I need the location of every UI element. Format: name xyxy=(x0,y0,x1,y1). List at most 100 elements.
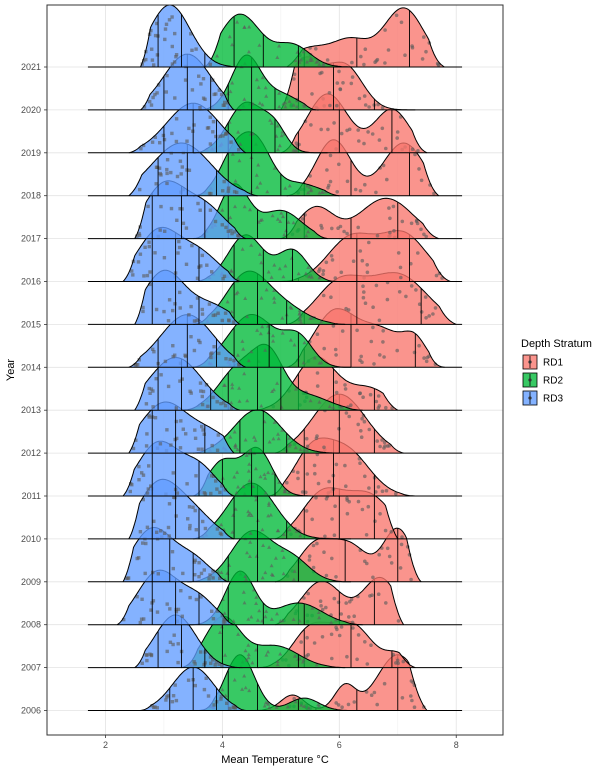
data-point xyxy=(174,607,178,612)
data-point xyxy=(384,601,388,605)
data-point xyxy=(221,134,225,138)
data-point xyxy=(282,487,287,492)
data-point xyxy=(201,519,205,524)
data-point xyxy=(303,271,308,276)
data-point xyxy=(178,159,183,163)
data-point xyxy=(275,611,279,616)
data-point xyxy=(192,560,197,564)
data-point xyxy=(403,53,407,57)
data-point xyxy=(309,268,314,272)
data-point xyxy=(294,148,299,152)
data-point xyxy=(424,234,429,239)
data-point xyxy=(242,600,247,605)
data-point xyxy=(380,438,384,442)
data-point xyxy=(183,353,187,357)
data-point xyxy=(377,138,382,142)
data-point xyxy=(298,317,303,321)
data-point xyxy=(220,223,224,227)
data-point xyxy=(343,387,348,391)
data-point xyxy=(312,641,317,645)
data-point xyxy=(355,657,359,662)
data-point xyxy=(391,204,396,209)
data-point xyxy=(383,28,387,32)
data-point xyxy=(369,643,373,647)
ridge-year-2010 xyxy=(87,478,463,540)
data-point xyxy=(417,302,422,307)
data-point xyxy=(178,290,182,295)
data-point xyxy=(279,211,284,215)
data-point xyxy=(271,387,276,392)
data-point xyxy=(195,296,200,300)
data-point xyxy=(152,350,156,354)
data-point xyxy=(162,256,167,260)
data-point xyxy=(340,705,344,709)
points-RD2-2011 xyxy=(199,451,291,495)
data-point xyxy=(374,190,378,195)
points-RD3-2019 xyxy=(139,115,241,152)
data-point xyxy=(307,185,312,189)
data-point xyxy=(375,439,380,443)
data-point xyxy=(301,659,305,664)
data-point xyxy=(276,147,280,152)
data-point xyxy=(254,595,259,599)
data-point xyxy=(306,652,311,657)
data-point xyxy=(135,234,139,238)
data-point xyxy=(338,404,343,408)
data-point xyxy=(152,63,156,67)
y-tick-label: 2008 xyxy=(21,620,41,630)
data-point xyxy=(226,101,230,105)
data-point xyxy=(162,309,166,314)
data-point xyxy=(200,253,204,258)
data-point xyxy=(244,658,249,662)
data-point xyxy=(330,517,334,521)
data-point xyxy=(352,614,357,618)
data-point xyxy=(242,204,247,209)
data-point xyxy=(383,444,387,448)
data-point xyxy=(195,318,199,323)
data-point xyxy=(249,513,254,517)
data-point xyxy=(291,148,296,152)
ridge-year-2012 xyxy=(87,393,463,454)
data-point xyxy=(295,98,300,103)
data-point xyxy=(131,273,135,277)
data-point xyxy=(422,356,426,360)
data-point xyxy=(174,419,179,424)
data-point xyxy=(310,92,314,96)
data-point xyxy=(192,319,197,323)
density-outline-RD1-2019 xyxy=(280,93,428,154)
data-point xyxy=(308,398,313,403)
data-point xyxy=(224,357,228,361)
data-point xyxy=(223,100,227,105)
data-point xyxy=(134,438,138,442)
data-point xyxy=(148,270,152,274)
data-point xyxy=(316,702,321,707)
data-point xyxy=(242,371,247,376)
data-point xyxy=(139,617,144,621)
data-point xyxy=(260,75,265,80)
data-point xyxy=(260,102,265,107)
data-point xyxy=(149,484,153,488)
data-point xyxy=(361,284,365,289)
data-point xyxy=(398,265,403,270)
data-point xyxy=(146,487,150,491)
x-tick-label: 8 xyxy=(454,740,459,750)
points-RD3-2016 xyxy=(130,234,227,281)
data-point xyxy=(345,511,350,516)
points-RD3-2020 xyxy=(142,64,230,110)
data-point xyxy=(360,258,365,263)
data-point xyxy=(231,320,236,324)
data-point xyxy=(388,216,392,221)
data-point xyxy=(275,217,280,221)
density-RD3-2012 xyxy=(128,402,235,454)
data-point xyxy=(313,471,317,476)
data-point xyxy=(334,701,339,705)
data-point xyxy=(193,573,197,577)
data-point xyxy=(242,97,247,101)
data-point xyxy=(207,577,211,581)
data-point xyxy=(180,165,184,169)
data-point xyxy=(229,269,234,274)
data-point xyxy=(171,566,175,571)
data-point xyxy=(174,406,178,410)
points-RD3-2012 xyxy=(131,413,220,452)
data-point xyxy=(417,343,421,348)
